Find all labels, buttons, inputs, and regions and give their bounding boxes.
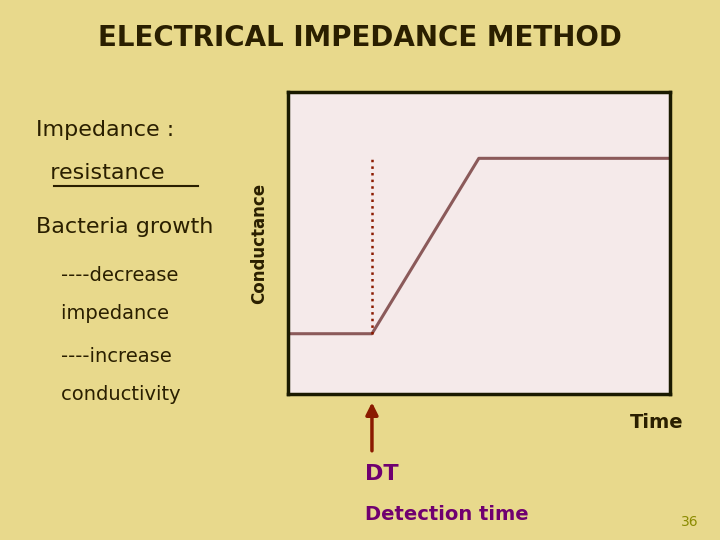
Text: conductivity: conductivity bbox=[36, 384, 181, 404]
Text: DT: DT bbox=[365, 464, 398, 484]
Text: ----increase: ----increase bbox=[36, 347, 172, 366]
Text: impedance: impedance bbox=[36, 303, 169, 323]
Text: Time: Time bbox=[631, 413, 684, 432]
Text: Bacteria growth: Bacteria growth bbox=[36, 217, 213, 237]
Text: ----decrease: ----decrease bbox=[36, 266, 179, 285]
Text: resistance: resistance bbox=[36, 163, 164, 183]
Text: Impedance :: Impedance : bbox=[36, 119, 174, 140]
Text: 36: 36 bbox=[681, 515, 698, 529]
Text: ELECTRICAL IMPEDANCE METHOD: ELECTRICAL IMPEDANCE METHOD bbox=[98, 24, 622, 52]
Text: Detection time: Detection time bbox=[365, 505, 528, 524]
Text: Conductance: Conductance bbox=[251, 183, 269, 303]
